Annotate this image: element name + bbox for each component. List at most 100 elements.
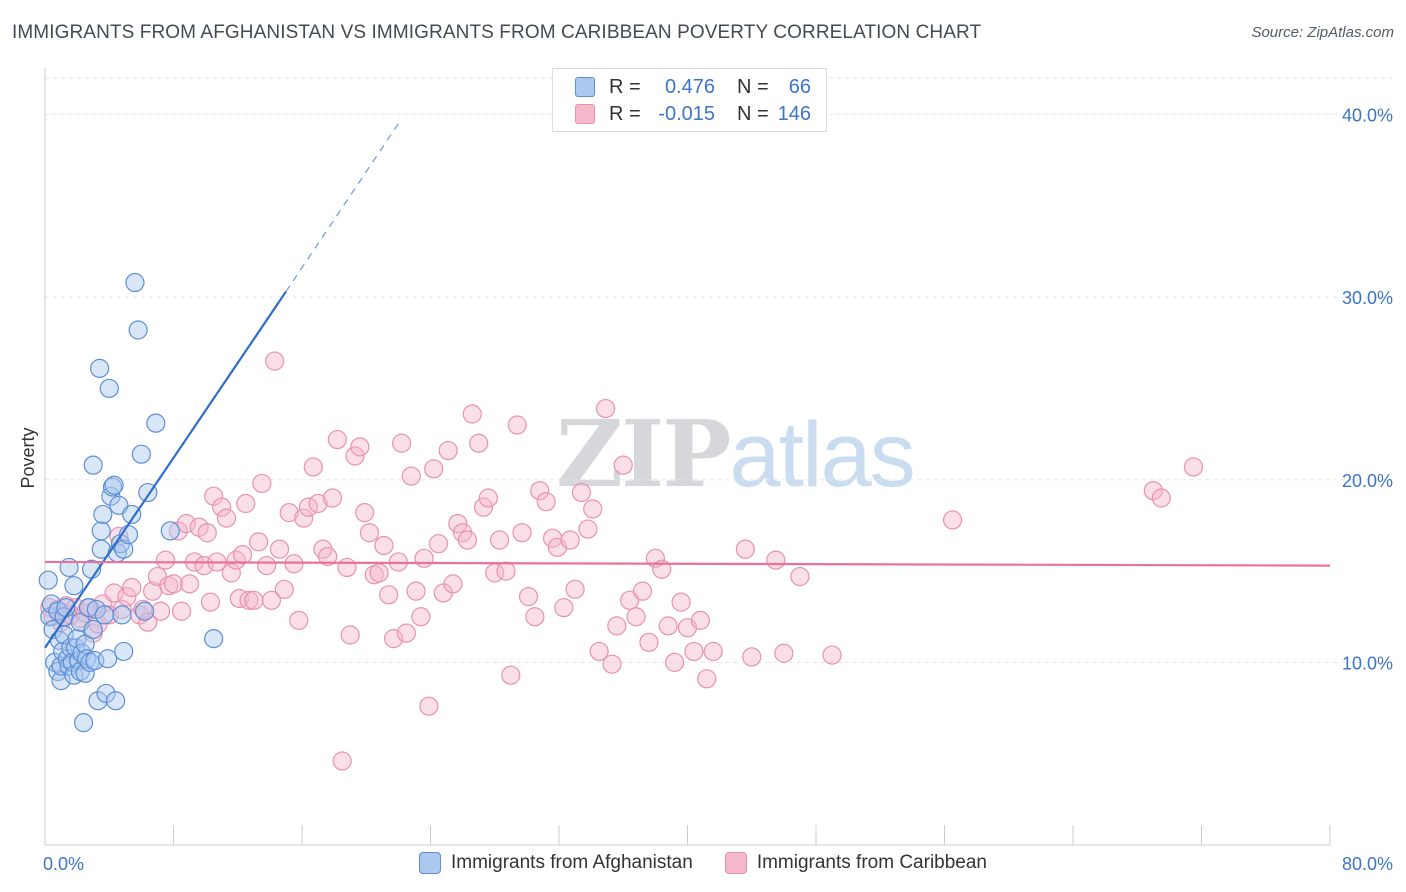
x-tick-label: 80.0%: [1342, 854, 1393, 874]
caribbean-point: [697, 669, 717, 689]
r-label: R =: [609, 102, 641, 125]
caribbean-point: [665, 652, 685, 672]
caribbean-trend-line: [44, 560, 1331, 567]
caribbean-point: [369, 563, 389, 583]
caribbean-point: [536, 492, 556, 512]
n-value: 146: [777, 102, 811, 125]
afghanistan-point: [91, 539, 111, 559]
trend-lines: [44, 123, 1331, 649]
caribbean-point: [684, 641, 704, 662]
caribbean-point: [554, 597, 574, 618]
afghanistan-point: [77, 649, 97, 669]
r-value: 0.476: [664, 75, 715, 98]
caribbean-swatch: [575, 104, 595, 124]
caribbean-point: [658, 616, 678, 636]
caribbean-point: [571, 482, 592, 503]
caribbean-point: [194, 555, 214, 576]
afghanistan-point: [112, 605, 132, 625]
y-tick-label: 10.0%: [1342, 653, 1393, 673]
caribbean-point: [318, 546, 338, 567]
caribbean-point: [607, 616, 627, 636]
caribbean-point: [117, 587, 137, 607]
caribbean-point: [583, 499, 603, 519]
caribbean-point: [671, 592, 691, 612]
afghanistan-trend-line: [44, 291, 287, 649]
y-tick-label: 40.0%: [1342, 106, 1393, 126]
caribbean-point: [284, 554, 304, 574]
caribbean-point: [303, 457, 323, 477]
caribbean-point: [252, 473, 272, 494]
caribbean-point: [473, 497, 494, 517]
caribbean-point: [690, 610, 710, 630]
caribbean-point: [274, 579, 294, 599]
y-tick-label: 20.0%: [1342, 471, 1393, 491]
afghanistan-point: [64, 576, 84, 596]
legend-item-caribbean: Immigrants from Caribbean: [724, 852, 988, 874]
afghanistan-point: [38, 570, 58, 590]
afghanistan-point: [78, 597, 98, 618]
caribbean-point: [565, 579, 585, 599]
caribbean-point: [229, 588, 249, 609]
caribbean-point: [530, 481, 550, 501]
caribbean-point: [406, 581, 426, 601]
n-label: N =: [737, 75, 769, 98]
caribbean-point: [221, 563, 241, 583]
caribbean-point: [112, 599, 132, 620]
legend-row-afghanistan: R = 0.476 N = 66: [575, 74, 811, 100]
caribbean-point: [414, 548, 434, 568]
afghanistan-point: [83, 455, 103, 475]
afghanistan-point: [83, 619, 103, 640]
afghanistan-trend-extension: [285, 123, 399, 292]
afghanistan-point: [131, 444, 151, 464]
afghanistan-point: [125, 272, 145, 293]
caribbean-point: [391, 433, 412, 453]
afghanistan-point: [91, 521, 111, 541]
caribbean-point: [204, 486, 224, 506]
caribbean-point: [469, 433, 489, 453]
caribbean-point: [332, 751, 352, 771]
afghanistan-points: [38, 272, 224, 733]
caribbean-point: [171, 601, 192, 621]
caribbean-point: [595, 398, 616, 419]
afghanistan-point: [104, 475, 124, 495]
caribbean-point: [138, 612, 158, 632]
afghanistan-point: [90, 358, 110, 378]
caribbean-point: [401, 466, 421, 486]
caribbean-point: [626, 607, 646, 627]
chart-title: IMMIGRANTS FROM AFGHANISTAN VS IMMIGRANT…: [12, 22, 982, 43]
afghanistan-point: [73, 713, 94, 733]
caribbean-point: [359, 523, 380, 543]
afghanistan-point: [43, 619, 63, 640]
caribbean-point: [462, 404, 482, 424]
legend-label-caribbean: Immigrants from Caribbean: [756, 852, 988, 873]
caribbean-point: [327, 429, 347, 450]
caribbean-point: [322, 488, 343, 508]
caribbean-point: [639, 632, 659, 652]
afghanistan-swatch: [418, 852, 441, 874]
caribbean-point: [613, 455, 633, 475]
afghanistan-point: [75, 634, 95, 654]
caribbean-point: [200, 592, 221, 612]
afghanistan-point: [98, 649, 118, 669]
afghanistan-point: [93, 504, 113, 525]
x-tick-label: 0.0%: [43, 854, 84, 874]
caribbean-point: [298, 497, 319, 517]
afghanistan-point: [160, 521, 180, 541]
afghanistan-point: [134, 601, 155, 621]
caribbean-point: [501, 665, 521, 685]
caribbean-point: [374, 535, 394, 556]
caribbean-point: [428, 534, 449, 554]
caribbean-point: [232, 545, 253, 565]
caribbean-point: [489, 530, 510, 550]
caribbean-point: [279, 503, 299, 523]
afghanistan-point: [41, 594, 62, 614]
n-value: 66: [788, 75, 811, 98]
legend-row-caribbean: R = -0.015 N = 146: [575, 101, 811, 127]
afghanistan-point: [146, 413, 166, 433]
caribbean-point: [257, 555, 277, 576]
caribbean-point: [448, 513, 468, 534]
caribbean-point: [396, 623, 417, 643]
caribbean-point: [168, 521, 188, 541]
y-axis-label: Poverty: [18, 427, 38, 488]
caribbean-point: [1183, 457, 1204, 477]
